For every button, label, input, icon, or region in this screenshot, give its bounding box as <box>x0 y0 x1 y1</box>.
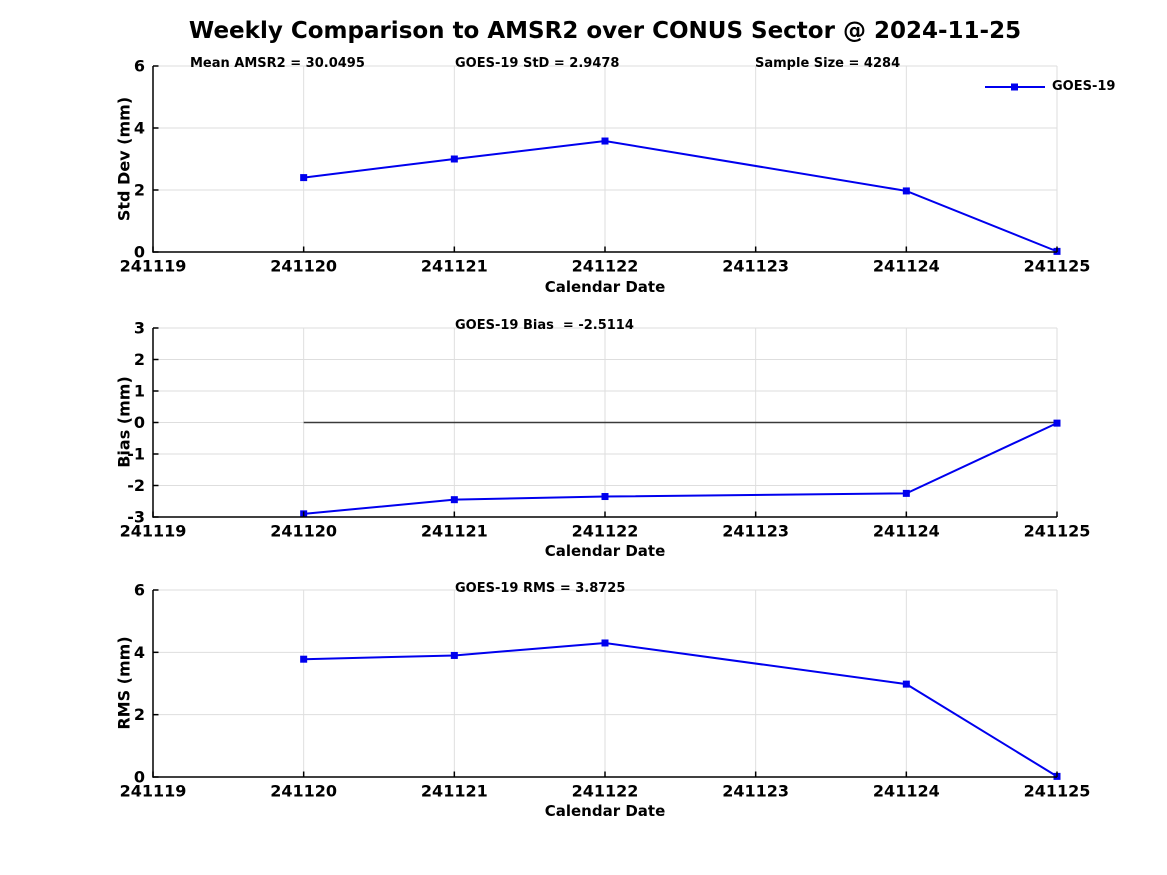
svg-text:2: 2 <box>134 181 145 200</box>
svg-text:241121: 241121 <box>421 782 488 801</box>
svg-text:241122: 241122 <box>572 782 639 801</box>
annotation-sample-size: Sample Size = 4284 <box>755 56 901 71</box>
svg-text:-1: -1 <box>127 445 145 464</box>
svg-text:241124: 241124 <box>873 782 940 801</box>
svg-text:241124: 241124 <box>873 522 940 541</box>
svg-text:241121: 241121 <box>421 522 488 541</box>
svg-text:2: 2 <box>134 350 145 369</box>
svg-text:1: 1 <box>134 382 145 401</box>
xlabel-rms-calendar-date: Calendar Date <box>544 802 666 820</box>
svg-text:241123: 241123 <box>722 522 789 541</box>
svg-text:0: 0 <box>134 243 145 262</box>
svg-text:241119: 241119 <box>120 522 187 541</box>
svg-text:241122: 241122 <box>572 522 639 541</box>
svg-text:4: 4 <box>134 643 145 662</box>
svg-text:241125: 241125 <box>1024 522 1091 541</box>
svg-text:2: 2 <box>134 705 145 724</box>
svg-text:241119: 241119 <box>120 782 187 801</box>
annotation-goes19-rms: GOES-19 RMS = 3.8725 <box>455 581 626 596</box>
annotation-mean-amsr2: Mean AMSR2 = 30.0495 <box>190 56 365 71</box>
svg-text:241122: 241122 <box>572 257 639 276</box>
svg-text:-2: -2 <box>127 476 145 495</box>
svg-text:241125: 241125 <box>1024 257 1091 276</box>
legend: GOES-19 <box>983 79 1115 94</box>
svg-text:241123: 241123 <box>722 782 789 801</box>
legend-line-icon <box>985 83 1045 90</box>
svg-text:241125: 241125 <box>1024 782 1091 801</box>
svg-text:6: 6 <box>134 57 145 76</box>
ylabel-rms: RMS (mm) <box>114 636 134 730</box>
svg-text:241120: 241120 <box>270 522 337 541</box>
svg-text:241124: 241124 <box>873 257 940 276</box>
annotation-goes19-std: GOES-19 StD = 2.9478 <box>455 56 620 71</box>
xlabel-stddev-calendar-date: Calendar Date <box>544 278 666 296</box>
svg-text:241123: 241123 <box>722 257 789 276</box>
svg-text:3: 3 <box>134 319 145 338</box>
svg-text:241120: 241120 <box>270 782 337 801</box>
svg-text:-3: -3 <box>127 508 145 527</box>
chart-title: Weekly Comparison to AMSR2 over CONUS Se… <box>188 18 1022 44</box>
svg-text:0: 0 <box>134 413 145 432</box>
xlabel-bias-calendar-date: Calendar Date <box>544 542 666 560</box>
legend-label: GOES-19 <box>1052 79 1116 94</box>
annotation-goes19-bias: GOES-19 Bias = -2.5114 <box>455 318 634 333</box>
svg-text:241121: 241121 <box>421 257 488 276</box>
svg-text:241120: 241120 <box>270 257 337 276</box>
svg-text:0: 0 <box>134 768 145 787</box>
svg-text:4: 4 <box>134 119 145 138</box>
svg-text:241119: 241119 <box>120 257 187 276</box>
svg-text:6: 6 <box>134 581 145 600</box>
